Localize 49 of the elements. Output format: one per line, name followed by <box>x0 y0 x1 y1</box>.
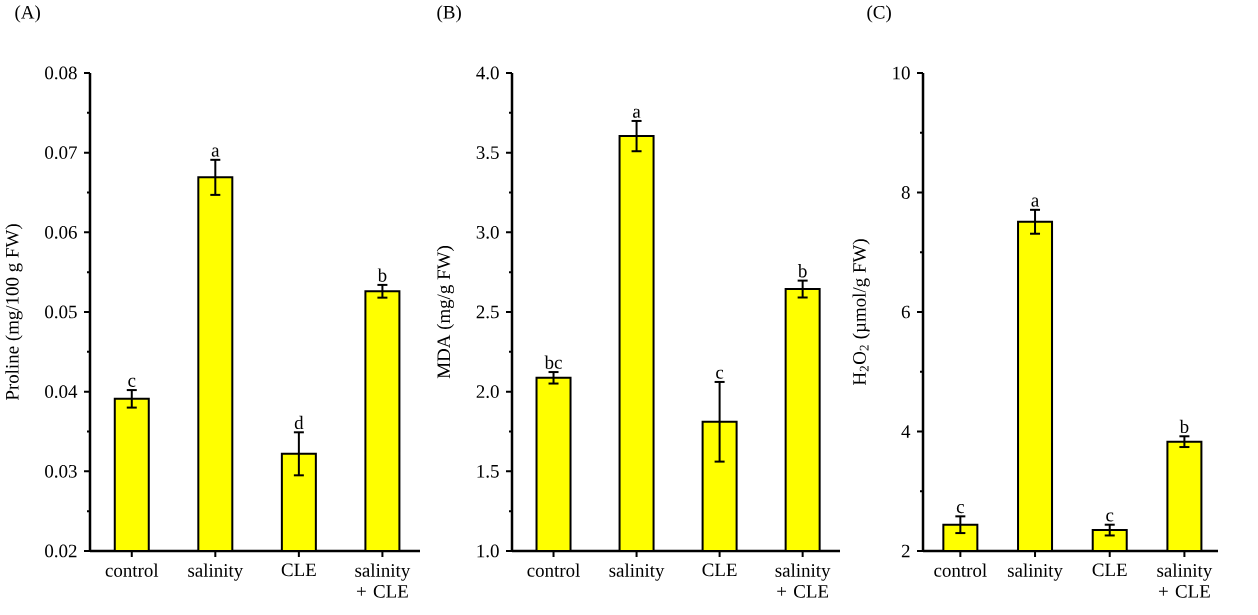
x-tick-label: salinity + CLE <box>355 563 411 598</box>
x-tick-label: control <box>934 563 987 577</box>
y-axis-title: MDA (mg/g FW) <box>436 246 455 379</box>
y-tick-label: 0.08 <box>45 66 77 80</box>
annotation: c <box>1106 512 1114 522</box>
annotation: b <box>1179 419 1189 434</box>
y-tick-label: 2 <box>901 544 910 558</box>
annotation: c <box>956 504 964 514</box>
y-tick-label: 3.0 <box>476 225 499 239</box>
y-axis-title: Proline (mg/100 g FW) <box>5 224 23 401</box>
y-tick-label: 0.03 <box>45 464 77 478</box>
x-tick-label: CLE <box>702 563 737 577</box>
annotation: b <box>797 264 807 278</box>
y-tick-label: 4 <box>901 425 911 438</box>
chart-title: (A) <box>15 5 40 23</box>
annotation: b <box>377 268 387 282</box>
y-tick-label: 0.02 <box>45 544 77 558</box>
y-tick-label: 3.5 <box>476 146 499 160</box>
y-tick-label: 0.06 <box>45 225 77 239</box>
y-tick-label: 2.5 <box>476 305 499 319</box>
y-tick-label: 4.0 <box>476 66 499 80</box>
x-tick-label: salinity <box>188 563 244 581</box>
y-tick-label: 8 <box>901 186 910 199</box>
chart-title: (B) <box>437 5 461 23</box>
chart-title: (C) <box>867 5 891 23</box>
x-tick-label: salinity <box>609 563 665 581</box>
y-tick-label: 0.07 <box>45 146 77 160</box>
x-tick-label: salinity + CLE <box>775 563 831 598</box>
annotation: c <box>128 377 136 387</box>
x-tick-label: salinity + CLE <box>1157 563 1213 598</box>
annotation: a <box>211 147 220 157</box>
annotation: c <box>716 369 724 379</box>
annotation: a <box>1031 197 1039 207</box>
y-tick-label: 0.04 <box>45 385 78 399</box>
y-tick-label: 2.0 <box>476 385 499 399</box>
y-tick-label: 6 <box>901 305 910 319</box>
x-tick-label: control <box>105 563 159 577</box>
y-tick-label: 0.05 <box>45 305 77 319</box>
y-axis-title: H$_{2}$O$_{2}$ (µmol/g FW) <box>852 239 870 386</box>
y-tick-label: 10 <box>893 66 910 80</box>
x-tick-label: control <box>527 563 580 577</box>
annotation: a <box>633 108 641 118</box>
annotation: d <box>294 415 304 430</box>
x-tick-label: CLE <box>1092 563 1127 577</box>
y-tick-label: 1.5 <box>477 464 499 478</box>
annotation: bc <box>544 355 562 369</box>
x-tick-label: CLE <box>281 563 316 577</box>
x-tick-label: salinity <box>1007 563 1063 581</box>
y-tick-label: 1.0 <box>477 544 499 558</box>
